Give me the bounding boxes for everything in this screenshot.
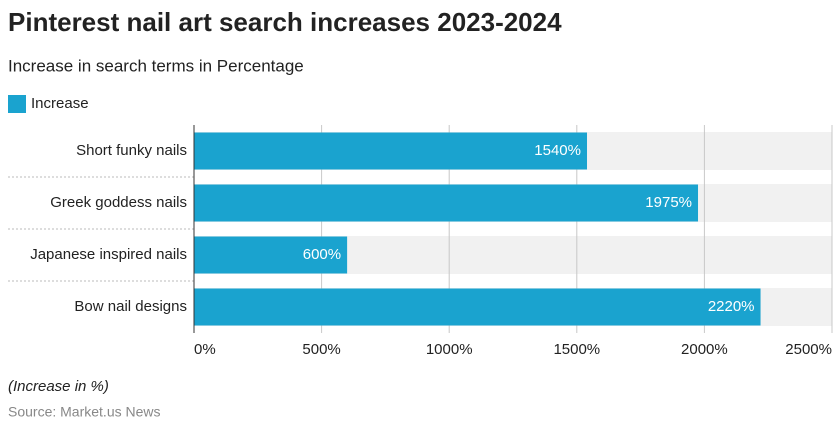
value-label: 1975%	[645, 194, 692, 211]
y-tick-label: Greek goddess nails	[50, 194, 187, 211]
x-tick-label: 1500%	[553, 341, 600, 358]
bar	[194, 288, 761, 326]
x-tick-label: 2000%	[681, 341, 728, 358]
legend-label: Increase	[31, 95, 89, 112]
chart-subtitle: Increase in search terms in Percentage	[8, 56, 304, 75]
chart-title: Pinterest nail art search increases 2023…	[8, 7, 562, 37]
y-tick-label: Japanese inspired nails	[30, 246, 187, 263]
bar	[194, 236, 348, 274]
y-tick-label: Bow nail designs	[74, 298, 187, 315]
value-label: 600%	[303, 246, 341, 263]
bar	[194, 132, 588, 170]
y-tick-label: Short funky nails	[76, 142, 187, 159]
bar	[194, 184, 699, 222]
source: Source: Market.us News	[8, 404, 161, 420]
legend-swatch	[8, 95, 26, 113]
x-tick-label: 2500%	[785, 341, 832, 358]
x-tick-label: 500%	[302, 341, 340, 358]
x-tick-label: 0%	[194, 341, 216, 358]
value-label: 1540%	[534, 142, 581, 159]
note: (Increase in %)	[8, 378, 109, 395]
x-tick-label: 1000%	[426, 341, 473, 358]
value-label: 2220%	[708, 298, 755, 315]
